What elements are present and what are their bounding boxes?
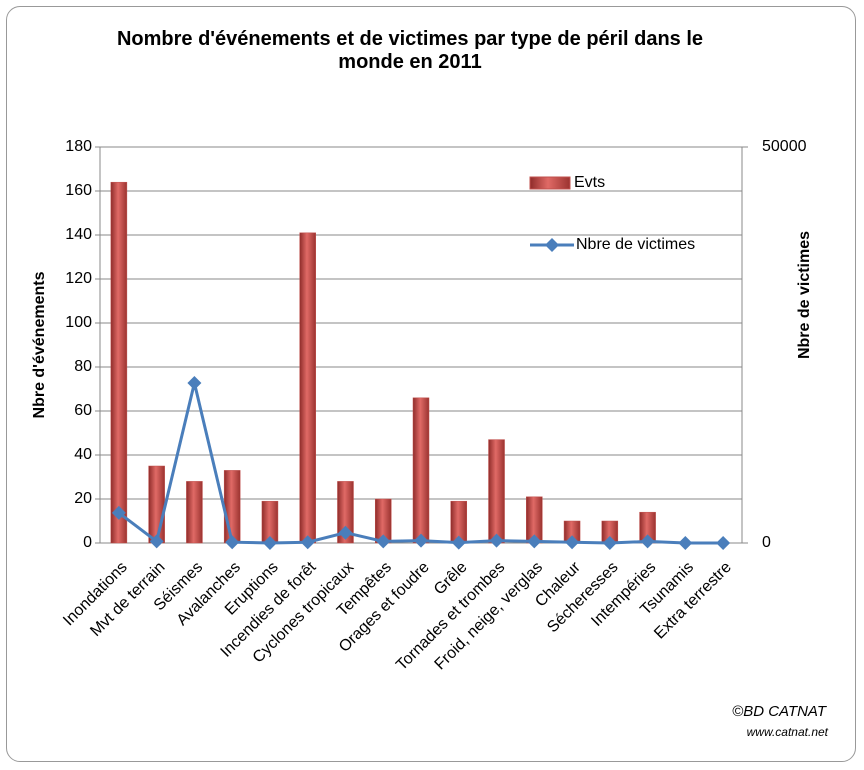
y-tick-label: 100 xyxy=(65,314,92,331)
y-tick-label: 60 xyxy=(74,402,92,419)
legend-label: Nbre de victimes xyxy=(576,236,695,253)
y-tick-label: 140 xyxy=(65,226,92,243)
y2-tick-label: 50000 xyxy=(762,138,807,155)
marker xyxy=(414,533,428,548)
y-tick-label: 180 xyxy=(65,138,92,155)
bar xyxy=(412,397,430,544)
legend-label: Evts xyxy=(574,174,605,191)
marker xyxy=(111,505,126,520)
chart-frame xyxy=(6,6,856,762)
bar xyxy=(186,481,203,544)
y-tick-label: 20 xyxy=(74,490,92,507)
bar xyxy=(299,232,316,544)
legend-swatch xyxy=(529,176,571,190)
legend-marker xyxy=(545,238,559,252)
bar xyxy=(148,465,165,544)
y-tick-label: 40 xyxy=(74,446,92,463)
marker xyxy=(716,536,731,550)
marker xyxy=(262,536,277,550)
marker xyxy=(602,536,617,550)
marker xyxy=(338,525,353,540)
y-tick-label: 80 xyxy=(74,358,92,375)
marker xyxy=(527,534,542,549)
marker xyxy=(300,535,315,550)
y2-tick-label: 0 xyxy=(762,534,771,551)
marker xyxy=(187,376,202,391)
y-tick-label: 120 xyxy=(65,270,92,287)
y-tick-label: 160 xyxy=(65,182,92,199)
marker xyxy=(489,533,504,548)
marker xyxy=(149,534,164,549)
y-axis-label: Nbre d'événements xyxy=(31,271,48,418)
y-tick-label: 0 xyxy=(83,534,92,551)
bar xyxy=(223,470,241,544)
annotation: www.catnat.net xyxy=(747,725,829,739)
bar xyxy=(110,181,128,544)
bar xyxy=(337,481,354,544)
marker xyxy=(640,534,655,549)
chart-title: Nombre d'événements et de victimes par t… xyxy=(116,28,704,73)
marker xyxy=(678,536,693,550)
y2-axis-label: Nbre de victimes xyxy=(796,231,813,359)
marker xyxy=(225,535,240,550)
annotation: ©BD CATNAT xyxy=(732,703,828,720)
bar xyxy=(488,439,505,544)
marker xyxy=(451,535,466,550)
marker xyxy=(376,534,391,549)
marker xyxy=(565,535,580,550)
